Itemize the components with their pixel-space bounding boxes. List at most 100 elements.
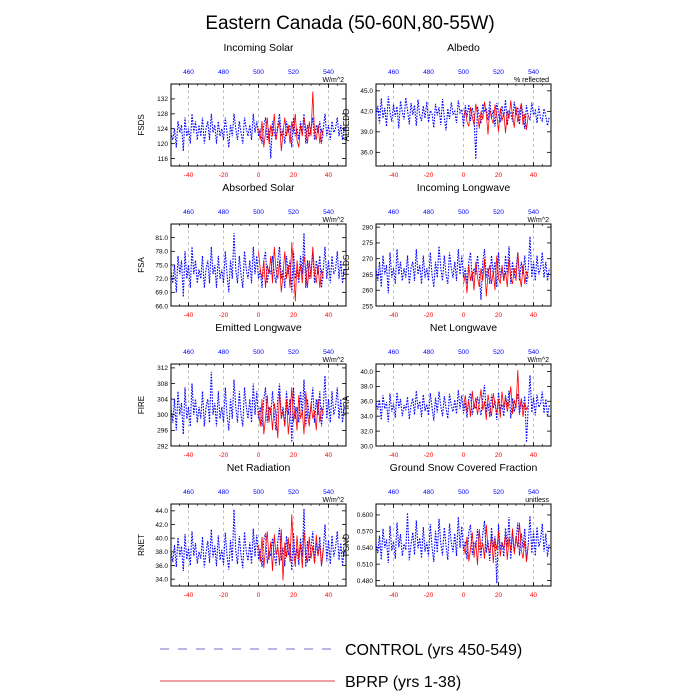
x-bottom-tick-label: 0 bbox=[257, 312, 261, 319]
y-tick-label: 304 bbox=[157, 396, 168, 403]
x-bottom-tick-label: 40 bbox=[325, 172, 333, 179]
x-top-tick-label: 480 bbox=[218, 489, 229, 496]
panel-unit: W/m^2 bbox=[322, 497, 344, 504]
x-top-tick-label: 500 bbox=[253, 69, 264, 76]
x-top-tick-label: 540 bbox=[528, 209, 539, 216]
panel-4: Incoming Longwave W/m^2 FLDS -40 -20 0 20 40 460… bbox=[342, 182, 552, 319]
series-control-line bbox=[171, 371, 345, 443]
y-tick-label: 300 bbox=[157, 412, 168, 419]
x-bottom-tick-label: -20 bbox=[424, 452, 434, 459]
figure-title: Eastern Canada (50-60N,80-55W) bbox=[205, 13, 494, 34]
panel-7: Net Radiation W/m^2 RNET -40 -20 0 20 40 460 480 5… bbox=[137, 462, 347, 599]
legend-bprp-label: BPRP (yrs 1-38) bbox=[345, 674, 461, 691]
series-bprp-line bbox=[258, 242, 324, 302]
y-tick-label: 69.0 bbox=[155, 290, 168, 297]
y-tick-label: 128 bbox=[157, 111, 168, 118]
x-bottom-tick-label: 0 bbox=[257, 592, 261, 599]
x-top-tick-label: 540 bbox=[528, 69, 539, 76]
x-top-tick-label: 480 bbox=[423, 489, 434, 496]
x-top-tick-label: 460 bbox=[183, 209, 194, 216]
x-bottom-tick-label: 40 bbox=[325, 592, 333, 599]
y-tick-label: 124 bbox=[157, 126, 168, 133]
series-control-line bbox=[171, 233, 345, 297]
x-top-tick-label: 520 bbox=[288, 349, 299, 356]
y-tick-label: 312 bbox=[157, 365, 168, 372]
x-top-tick-label: 460 bbox=[388, 489, 399, 496]
panel-unit: unitless bbox=[525, 497, 549, 504]
x-top-tick-label: 480 bbox=[218, 209, 229, 216]
x-top-tick-label: 460 bbox=[183, 349, 194, 356]
x-top-tick-label: 540 bbox=[528, 489, 539, 496]
panel-title: Incoming Longwave bbox=[417, 182, 511, 194]
x-bottom-tick-label: -20 bbox=[219, 172, 229, 179]
x-bottom-tick-label: 40 bbox=[530, 452, 538, 459]
y-axis-label: RNET bbox=[137, 534, 146, 556]
y-tick-label: 116 bbox=[158, 156, 169, 163]
x-top-tick-label: 500 bbox=[458, 489, 469, 496]
y-tick-label: 120 bbox=[157, 141, 168, 148]
y-axis-label: FLDS bbox=[342, 255, 351, 275]
y-tick-label: 275 bbox=[362, 240, 373, 247]
y-tick-label: 0.540 bbox=[357, 545, 374, 552]
series-bprp-line bbox=[258, 91, 324, 152]
series-bprp-line bbox=[258, 387, 324, 439]
y-tick-label: 38.0 bbox=[360, 384, 373, 391]
panel-title: Incoming Solar bbox=[223, 42, 294, 54]
x-top-tick-label: 500 bbox=[458, 349, 469, 356]
series-bprp-line bbox=[258, 514, 324, 581]
y-tick-label: 40.0 bbox=[155, 535, 168, 542]
y-tick-label: 0.480 bbox=[357, 578, 374, 585]
x-bottom-tick-label: -40 bbox=[389, 312, 399, 319]
x-bottom-tick-label: 0 bbox=[462, 312, 466, 319]
x-bottom-tick-label: 40 bbox=[325, 452, 333, 459]
x-bottom-tick-label: 20 bbox=[495, 172, 503, 179]
y-axis-label: FIRE bbox=[137, 396, 146, 414]
x-top-tick-label: 480 bbox=[218, 349, 229, 356]
x-bottom-tick-label: 0 bbox=[462, 172, 466, 179]
x-top-tick-label: 500 bbox=[253, 489, 264, 496]
y-tick-label: 292 bbox=[157, 443, 168, 450]
y-tick-label: 36.0 bbox=[360, 399, 373, 406]
x-bottom-tick-label: -40 bbox=[389, 172, 399, 179]
panel-unit: % reflected bbox=[514, 77, 549, 84]
series-bprp-line bbox=[463, 369, 529, 420]
x-bottom-tick-label: 40 bbox=[530, 312, 538, 319]
y-tick-label: 34.0 bbox=[360, 413, 373, 420]
y-tick-label: 42.0 bbox=[155, 522, 168, 529]
x-top-tick-label: 480 bbox=[423, 349, 434, 356]
x-top-tick-label: 480 bbox=[218, 69, 229, 76]
panel-6: Net Longwave W/m^2 FIRA -40 -20 0 20 40 460 480 50… bbox=[342, 322, 552, 459]
y-tick-label: 260 bbox=[362, 288, 373, 295]
x-top-tick-label: 520 bbox=[493, 489, 504, 496]
x-bottom-tick-label: -20 bbox=[424, 592, 434, 599]
y-tick-label: 78.0 bbox=[155, 249, 168, 256]
panel-title: Absorbed Solar bbox=[222, 182, 295, 194]
x-bottom-tick-label: -40 bbox=[389, 452, 399, 459]
y-axis-label: ALBEDO bbox=[342, 109, 351, 141]
y-tick-label: 30.0 bbox=[360, 443, 373, 450]
x-top-tick-label: 500 bbox=[253, 209, 264, 216]
x-top-tick-label: 540 bbox=[323, 349, 334, 356]
x-bottom-tick-label: 20 bbox=[495, 592, 503, 599]
y-tick-label: 39.0 bbox=[360, 129, 373, 136]
panels-group: Incoming Solar W/m^2 FSDS -40 -20 0 20 40 460 480… bbox=[137, 42, 552, 599]
x-bottom-tick-label: -20 bbox=[424, 172, 434, 179]
x-bottom-tick-label: 40 bbox=[325, 312, 333, 319]
x-bottom-tick-label: 40 bbox=[530, 592, 538, 599]
y-tick-label: 296 bbox=[157, 428, 168, 435]
series-control-line bbox=[376, 375, 550, 443]
y-axis-label: FSNO bbox=[342, 534, 351, 556]
y-tick-label: 81.0 bbox=[155, 235, 168, 242]
series-control-line bbox=[376, 96, 550, 160]
panel-title: Emitted Longwave bbox=[215, 322, 302, 334]
legend: CONTROL (yrs 450-549) BPRP (yrs 1-38) bbox=[160, 642, 522, 691]
panel-unit: W/m^2 bbox=[322, 357, 344, 364]
x-bottom-tick-label: -20 bbox=[424, 312, 434, 319]
panel-unit: W/m^2 bbox=[322, 77, 344, 84]
x-top-tick-label: 520 bbox=[493, 209, 504, 216]
x-top-tick-label: 520 bbox=[288, 209, 299, 216]
x-top-tick-label: 460 bbox=[388, 209, 399, 216]
x-bottom-tick-label: 0 bbox=[257, 172, 261, 179]
x-top-tick-label: 520 bbox=[288, 69, 299, 76]
